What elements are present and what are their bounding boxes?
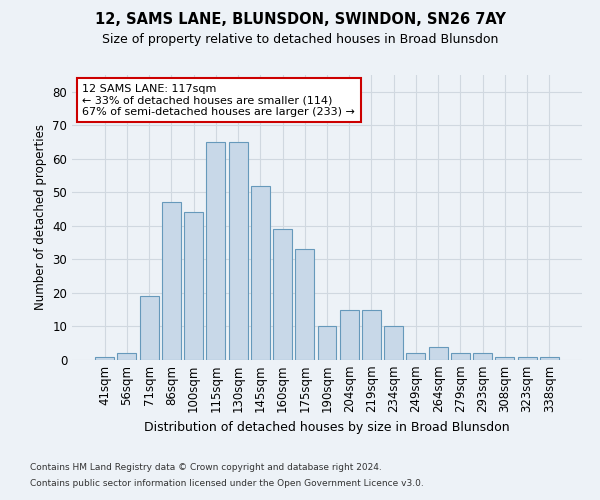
Bar (451, 354, 470, 360)
Bar (362, 310, 381, 360)
Bar (229, 142, 248, 360)
Text: 12, SAMS LANE, BLUNSDON, SWINDON, SN26 7AY: 12, SAMS LANE, BLUNSDON, SWINDON, SN26 7… (95, 12, 505, 28)
Bar (162, 202, 181, 360)
Text: Contains public sector information licensed under the Open Government Licence v3: Contains public sector information licen… (30, 478, 424, 488)
Text: Contains HM Land Registry data © Crown copyright and database right 2024.: Contains HM Land Registry data © Crown c… (30, 464, 382, 472)
Bar (251, 186, 270, 360)
Bar (518, 356, 536, 360)
Bar (317, 326, 337, 360)
X-axis label: Distribution of detached houses by size in Broad Blunsdon: Distribution of detached houses by size … (144, 421, 510, 434)
Bar (118, 354, 136, 360)
Bar (273, 229, 292, 360)
Bar (206, 142, 225, 360)
Text: 12 SAMS LANE: 117sqm
← 33% of detached houses are smaller (114)
67% of semi-deta: 12 SAMS LANE: 117sqm ← 33% of detached h… (82, 84, 355, 116)
Bar (496, 356, 514, 360)
Bar (540, 356, 559, 360)
Text: Size of property relative to detached houses in Broad Blunsdon: Size of property relative to detached ho… (102, 32, 498, 46)
Bar (340, 310, 359, 360)
Bar (184, 212, 203, 360)
Bar (140, 296, 158, 360)
Bar (384, 326, 403, 360)
Bar (473, 354, 492, 360)
Bar (295, 250, 314, 360)
Bar (429, 346, 448, 360)
Bar (95, 356, 114, 360)
Y-axis label: Number of detached properties: Number of detached properties (34, 124, 47, 310)
Bar (406, 354, 425, 360)
